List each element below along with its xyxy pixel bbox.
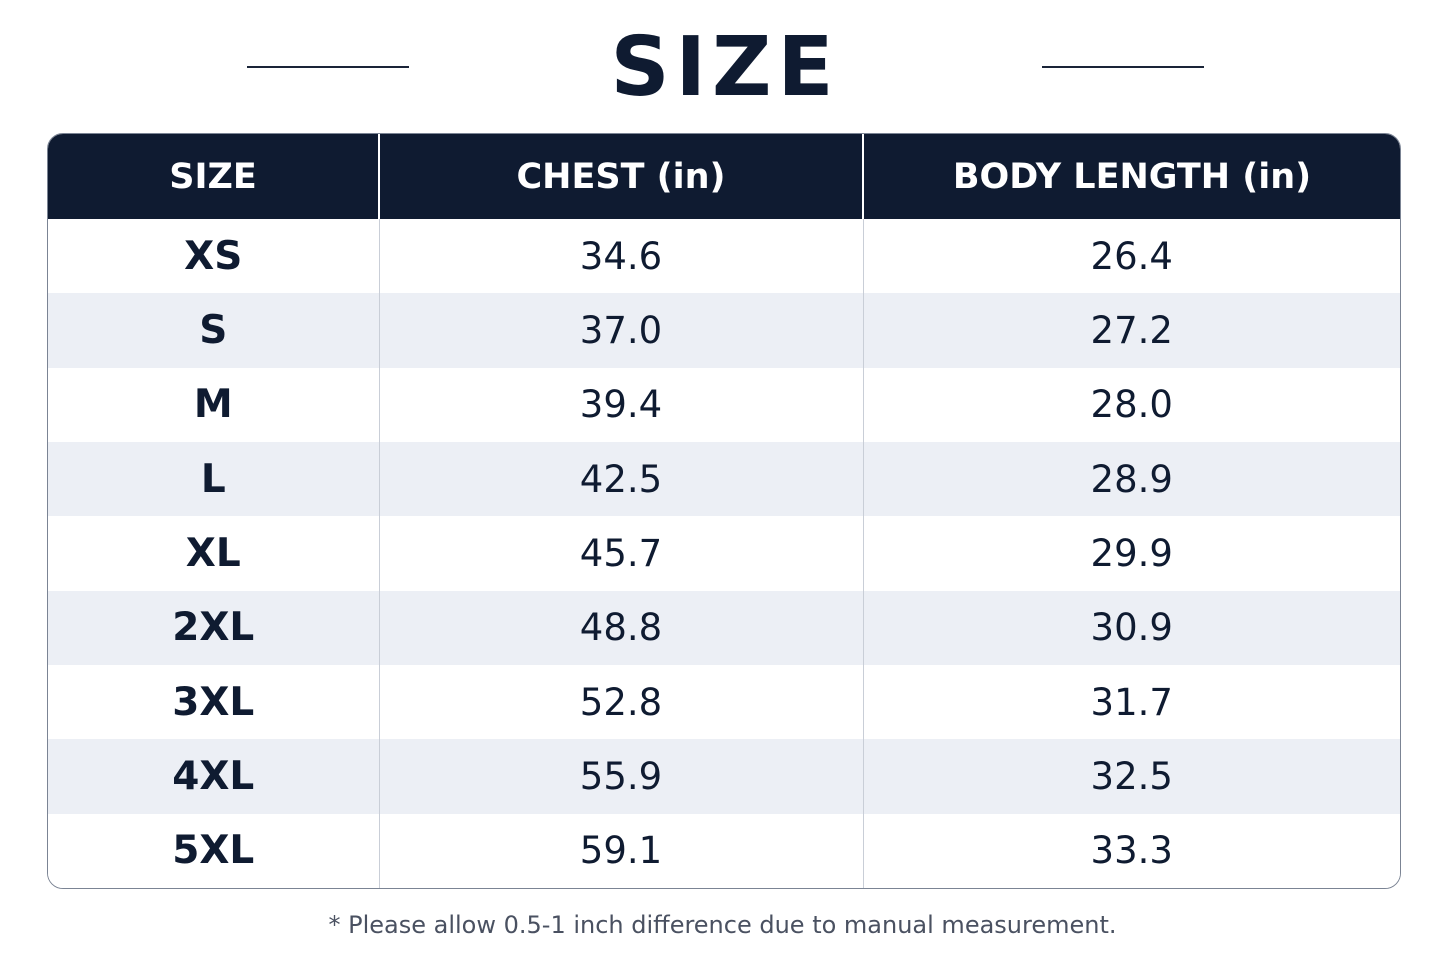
size-cell: M [48,367,380,442]
size-cell: 2XL [48,590,380,665]
size-table-container: SIZE CHEST (in) BODY LENGTH (in) XS 34.6… [47,133,1401,889]
table-body: XS 34.6 26.4 S 37.0 27.2 M 39.4 28.0 L 4… [48,219,1400,888]
title-area: SIZE CHART [0,18,1445,215]
chest-cell: 42.5 [379,441,864,517]
body-length-cell: 26.4 [1090,234,1173,278]
table-row: L 42.5 28.9 [48,441,1400,517]
chest-cell: 34.6 [379,219,864,294]
header-body-length: BODY LENGTH (in) [952,156,1312,197]
size-table: SIZE CHEST (in) BODY LENGTH (in) XS 34.6… [48,134,1400,888]
body-length-cell: 27.2 [1090,308,1173,352]
body-length-cell: 30.9 [1090,606,1173,650]
table-row: 2XL 48.8 30.9 [48,590,1400,665]
measurement-footnote: * Please allow 0.5-1 inch difference due… [328,911,1117,939]
header-size: SIZE [48,134,380,219]
title-divider-left [247,66,409,68]
size-cell: XL [48,516,380,591]
size-cell: 3XL [48,664,380,740]
chest-cell: 55.9 [379,739,864,814]
table-row: M 39.4 28.0 [48,367,1400,442]
body-length-cell: 33.3 [1090,829,1173,873]
chest-cell: 48.8 [379,590,864,665]
body-length-cell: 28.9 [1090,457,1173,501]
table-row: 3XL 52.8 31.7 [48,664,1400,740]
chest-cell: 52.8 [379,664,864,740]
size-cell: L [48,441,380,517]
title-divider-right [1042,66,1204,68]
table-row: 4XL 55.9 32.5 [48,739,1400,814]
body-length-cell: 31.7 [1090,680,1173,724]
chest-cell: 39.4 [379,367,864,442]
size-cell: 4XL [48,739,380,814]
table-row: XL 45.7 29.9 [48,516,1400,591]
size-cell: S [48,293,380,368]
table-row: XS 34.6 26.4 [48,219,1400,294]
table-row: S 37.0 27.2 [48,293,1400,368]
chest-cell: 37.0 [379,293,864,368]
header-chest: CHEST (in) [379,134,864,219]
body-length-cell: 29.9 [1090,531,1173,575]
body-length-cell: 32.5 [1090,754,1173,798]
size-cell: XS [48,219,380,294]
table-header: SIZE CHEST (in) BODY LENGTH (in) [48,134,1400,219]
table-row: 5XL 59.1 33.3 [48,813,1400,888]
header-row: SIZE CHEST (in) BODY LENGTH (in) [48,134,1400,219]
chest-cell: 45.7 [379,516,864,591]
chest-cell: 59.1 [379,813,864,888]
size-cell: 5XL [48,813,380,888]
body-length-cell: 28.0 [1090,383,1173,427]
